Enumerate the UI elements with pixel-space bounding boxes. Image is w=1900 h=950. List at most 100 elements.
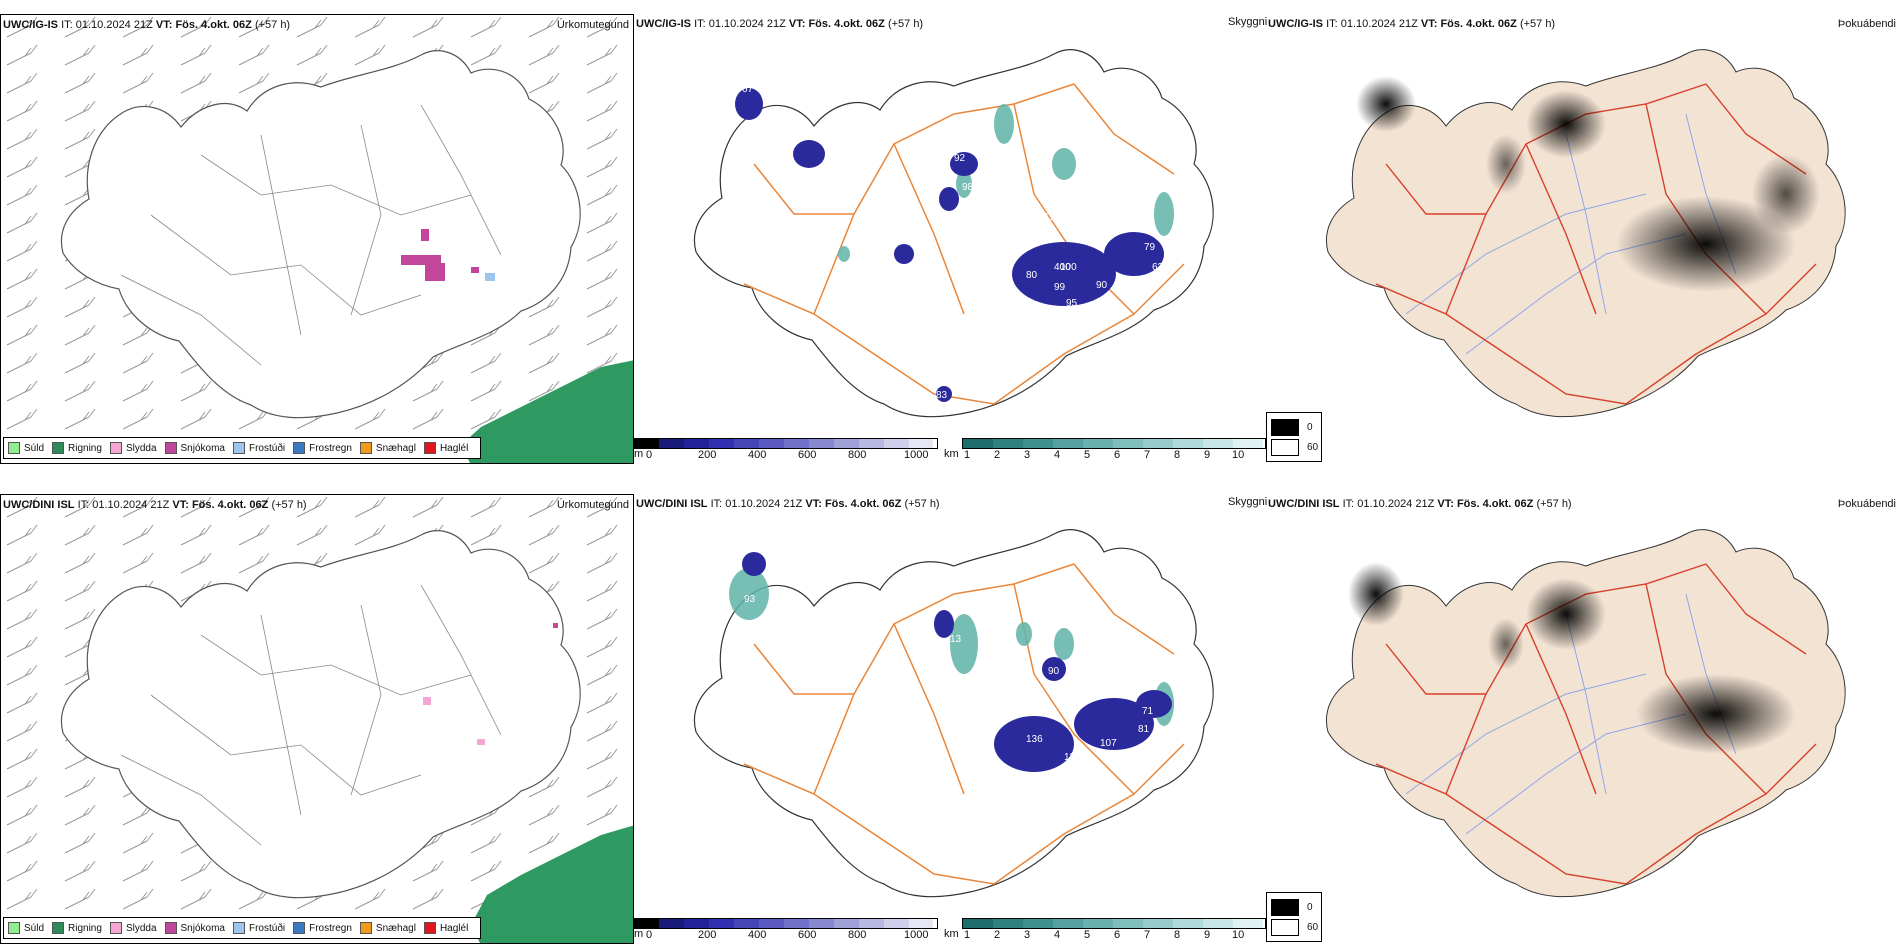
legend-item: Súld bbox=[8, 442, 44, 454]
fog-legend-swatch bbox=[1271, 439, 1299, 456]
fog-panel-row1: UWC/IG-IS IT: 01.10.2024 21Z VT: Fös. 4.… bbox=[1266, 14, 1900, 464]
it-value: 01.10.2024 21Z bbox=[75, 19, 153, 31]
vt-value: Fös. 4.okt. 06Z bbox=[191, 499, 269, 511]
visibility-tick: 4 bbox=[1054, 449, 1061, 461]
precip-map-row1 bbox=[1, 15, 633, 463]
ceiling-title-row2: UWC/DINI ISL IT: 01.10.2024 21Z VT: Fös.… bbox=[636, 498, 940, 510]
vt-label: VT: bbox=[1420, 18, 1438, 30]
fog-legend-swatch bbox=[1271, 899, 1299, 916]
ceiling-tick: 0 bbox=[646, 449, 653, 461]
legend-label: Rigning bbox=[68, 922, 102, 934]
it-label: IT: bbox=[694, 18, 706, 30]
legend-swatch bbox=[109, 922, 122, 934]
visibility-tick: 7 bbox=[1144, 449, 1151, 461]
visibility-tick: 3 bbox=[1024, 929, 1031, 941]
ceiling-colorbar-cells bbox=[634, 438, 938, 449]
legend-item: Frostregn bbox=[293, 922, 352, 934]
ceiling-tick: 200 bbox=[698, 929, 717, 941]
visibility-colorbar-cells bbox=[962, 918, 1266, 929]
legend-item: Snæhagl bbox=[359, 442, 416, 454]
precip-panel-row1: UWC/IG-IS IT: 01.10.2024 21Z VT: Fös. 4.… bbox=[0, 14, 634, 464]
legend-label: Rigning bbox=[68, 442, 102, 454]
legend-label: Súld bbox=[24, 922, 45, 934]
precip-panel-row2: UWC/DINI ISL IT: 01.10.2024 21Z VT: Fös.… bbox=[0, 494, 634, 944]
legend-item: Frostúði bbox=[232, 442, 286, 454]
legend-label: Frostregn bbox=[309, 442, 352, 454]
visibility-tick: 3 bbox=[1024, 449, 1031, 461]
model-name: UWC/IG-IS bbox=[3, 19, 58, 31]
fog-tag-row2: Þokuábendi bbox=[1837, 498, 1896, 510]
ceiling-tick: 800 bbox=[848, 929, 867, 941]
ceiling-colorbar-row2: m 0 200 400 600 800 1000 bbox=[634, 916, 938, 941]
legend-label: Snjókoma bbox=[180, 922, 225, 934]
ceiling-vis-map-row2 bbox=[693, 529, 1214, 898]
vt-value: Fös. 4.okt. 06Z bbox=[808, 18, 885, 30]
sea-rain-area bbox=[461, 360, 633, 463]
visibility-tick: 10 bbox=[1232, 449, 1245, 461]
vt-label: VT: bbox=[172, 499, 189, 511]
model-name: UWC/DINI ISL bbox=[636, 498, 708, 510]
legend-swatch bbox=[423, 922, 436, 934]
precip-map-row2 bbox=[1, 495, 633, 943]
fog-panel-row2: UWC/DINI ISL IT: 01.10.2024 21Z VT: Fös.… bbox=[1266, 494, 1900, 944]
legend-swatch bbox=[293, 442, 306, 454]
visibility-tick: 6 bbox=[1114, 929, 1121, 941]
visibility-tick: 2 bbox=[994, 449, 1001, 461]
legend-label: Haglél bbox=[439, 442, 469, 454]
visibility-tick: 1 bbox=[964, 929, 971, 941]
legend-item: Haglél bbox=[423, 922, 468, 934]
visibility-colorbar-row2: km 1 2 3 4 5 6 7 8 9 10 bbox=[944, 916, 1266, 941]
lead-time: (+57 h) bbox=[1536, 498, 1572, 510]
ceiling-colorbar-cells bbox=[634, 918, 938, 929]
precip-legend-row1: Súld Rigning Slydda Snjókoma Frostúði Fr… bbox=[3, 437, 482, 459]
fog-legend-label: 60 bbox=[1307, 922, 1319, 933]
legend-label: Snæhagl bbox=[375, 922, 416, 934]
it-value: 01.10.2024 21Z bbox=[725, 498, 803, 510]
vt-value: Fös. 4.okt. 06Z bbox=[175, 19, 252, 31]
ceiling-tick: 200 bbox=[698, 449, 717, 461]
fog-title-row2: UWC/DINI ISL IT: 01.10.2024 21Z VT: Fös.… bbox=[1268, 498, 1572, 510]
it-label: IT: bbox=[61, 19, 73, 31]
legend-swatch bbox=[8, 442, 20, 454]
fog-legend-item: 60 bbox=[1271, 919, 1318, 936]
fog-legend-item: 60 bbox=[1271, 439, 1318, 456]
visibility-unit: km bbox=[944, 928, 959, 940]
ceiling-tick: 1000 bbox=[904, 449, 929, 461]
it-label: IT: bbox=[77, 499, 90, 511]
fog-legend-swatch bbox=[1271, 919, 1299, 936]
visibility-tick: 2 bbox=[994, 929, 1001, 941]
ceiling-unit: m bbox=[634, 448, 644, 460]
vt-label: VT: bbox=[788, 18, 806, 30]
vis-tag-row2: Skyggni bbox=[1228, 496, 1268, 508]
it-label: IT: bbox=[1342, 498, 1355, 510]
ceiling-tick: 800 bbox=[848, 449, 867, 461]
visibility-tick: 6 bbox=[1114, 449, 1121, 461]
visibility-colorbar-row1: km 1 2 3 4 5 6 7 8 9 10 bbox=[944, 436, 1266, 461]
fog-legend-item: 0 bbox=[1271, 419, 1313, 436]
legend-item: Rigning bbox=[52, 442, 102, 454]
ceiling-tick: 600 bbox=[798, 929, 817, 941]
visibility-tick: 7 bbox=[1144, 929, 1151, 941]
ceiling-tick: 400 bbox=[748, 929, 767, 941]
legend-label: Frostúði bbox=[248, 442, 286, 454]
legend-swatch bbox=[359, 442, 372, 454]
visibility-tick: 5 bbox=[1084, 929, 1091, 941]
visibility-tick: 10 bbox=[1232, 929, 1245, 941]
legend-label: Slydda bbox=[125, 922, 157, 934]
visibility-colorbar-cells bbox=[962, 438, 1266, 449]
precip-legend-row2: Súld Rigning Slydda Snjókoma Frostúði Fr… bbox=[3, 917, 482, 939]
it-value: 01.10.2024 21Z bbox=[708, 18, 786, 30]
legend-item: Súld bbox=[8, 922, 44, 934]
legend-swatch bbox=[52, 442, 65, 454]
legend-label: Snæhagl bbox=[375, 442, 416, 454]
lead-time: (+57 h) bbox=[254, 19, 291, 31]
it-value: 01.10.2024 21Z bbox=[1340, 18, 1418, 30]
legend-item: Rigning bbox=[52, 922, 102, 934]
legend-swatch bbox=[164, 442, 177, 454]
legend-swatch bbox=[109, 442, 122, 454]
legend-label: Frostregn bbox=[309, 922, 352, 934]
legend-item: Snæhagl bbox=[359, 922, 416, 934]
vt-value: Fös. 4.okt. 06Z bbox=[1440, 18, 1517, 30]
visibility-tick: 4 bbox=[1054, 929, 1061, 941]
legend-swatch bbox=[359, 922, 372, 934]
